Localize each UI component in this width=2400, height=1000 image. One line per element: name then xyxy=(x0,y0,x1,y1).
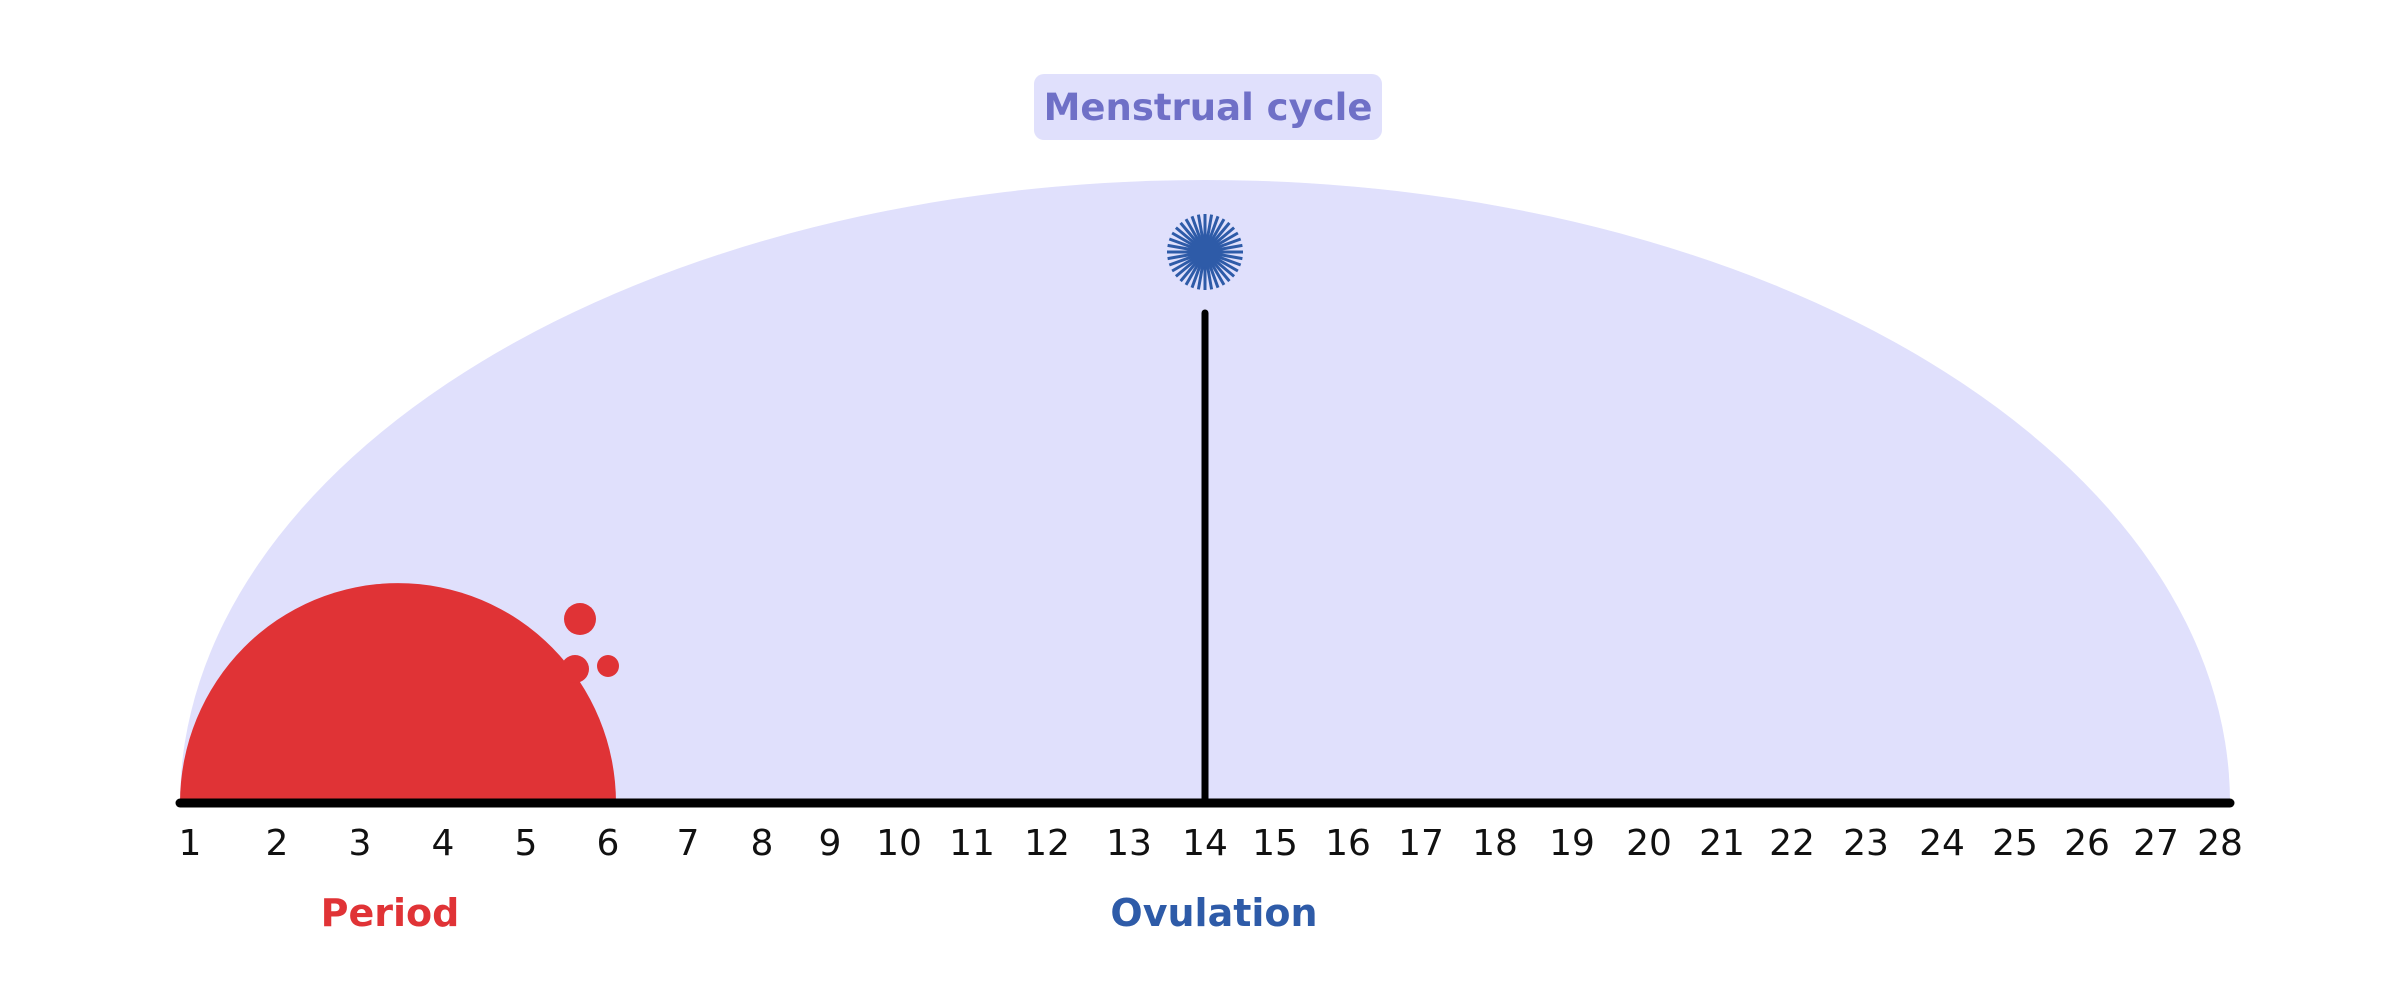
day-label: 23 xyxy=(1843,823,1889,864)
day-label: 17 xyxy=(1398,823,1444,864)
day-label: 18 xyxy=(1472,823,1518,864)
day-label: 15 xyxy=(1252,823,1298,864)
title-badge: Menstrual cycle xyxy=(1034,74,1382,140)
ovulation-label: Ovulation xyxy=(1110,891,1317,935)
day-label: 5 xyxy=(515,823,538,864)
day-label: 6 xyxy=(597,823,620,864)
day-label: 1 xyxy=(179,823,202,864)
day-label: 9 xyxy=(819,823,842,864)
egg-burst-icon xyxy=(1167,214,1243,290)
day-label: 4 xyxy=(432,823,455,864)
day-label: 22 xyxy=(1769,823,1815,864)
day-label: 14 xyxy=(1182,823,1228,864)
day-label: 13 xyxy=(1106,823,1152,864)
period-indicator xyxy=(180,583,619,803)
day-label: 27 xyxy=(2133,823,2179,864)
day-label: 28 xyxy=(2197,823,2243,864)
blood-drop-medium xyxy=(561,655,589,683)
day-label: 25 xyxy=(1992,823,2038,864)
egg-core xyxy=(1189,236,1221,268)
blood-drop-small xyxy=(597,655,619,677)
day-label: 12 xyxy=(1024,823,1070,864)
title-background xyxy=(1034,74,1382,140)
day-label: 16 xyxy=(1325,823,1371,864)
ovulation-marker xyxy=(1167,214,1243,807)
day-label: 20 xyxy=(1626,823,1672,864)
day-label: 19 xyxy=(1549,823,1595,864)
day-label: 7 xyxy=(677,823,700,864)
diagram-title: Menstrual cycle xyxy=(1044,86,1373,129)
blood-drop-large xyxy=(564,603,596,635)
day-labels: 1 2 3 4 5 6 7 8 9 10 11 12 13 14 15 16 17 18 19 20 21 22 23 24 2… xyxy=(179,823,2243,864)
day-label: 2 xyxy=(266,823,289,864)
day-label: 24 xyxy=(1919,823,1965,864)
day-label: 11 xyxy=(949,823,995,864)
day-label: 3 xyxy=(349,823,372,864)
day-label: 21 xyxy=(1699,823,1745,864)
period-dome xyxy=(180,583,616,803)
day-label: 10 xyxy=(876,823,922,864)
period-label: Period xyxy=(321,891,460,935)
day-label: 26 xyxy=(2064,823,2110,864)
day-label: 8 xyxy=(751,823,774,864)
